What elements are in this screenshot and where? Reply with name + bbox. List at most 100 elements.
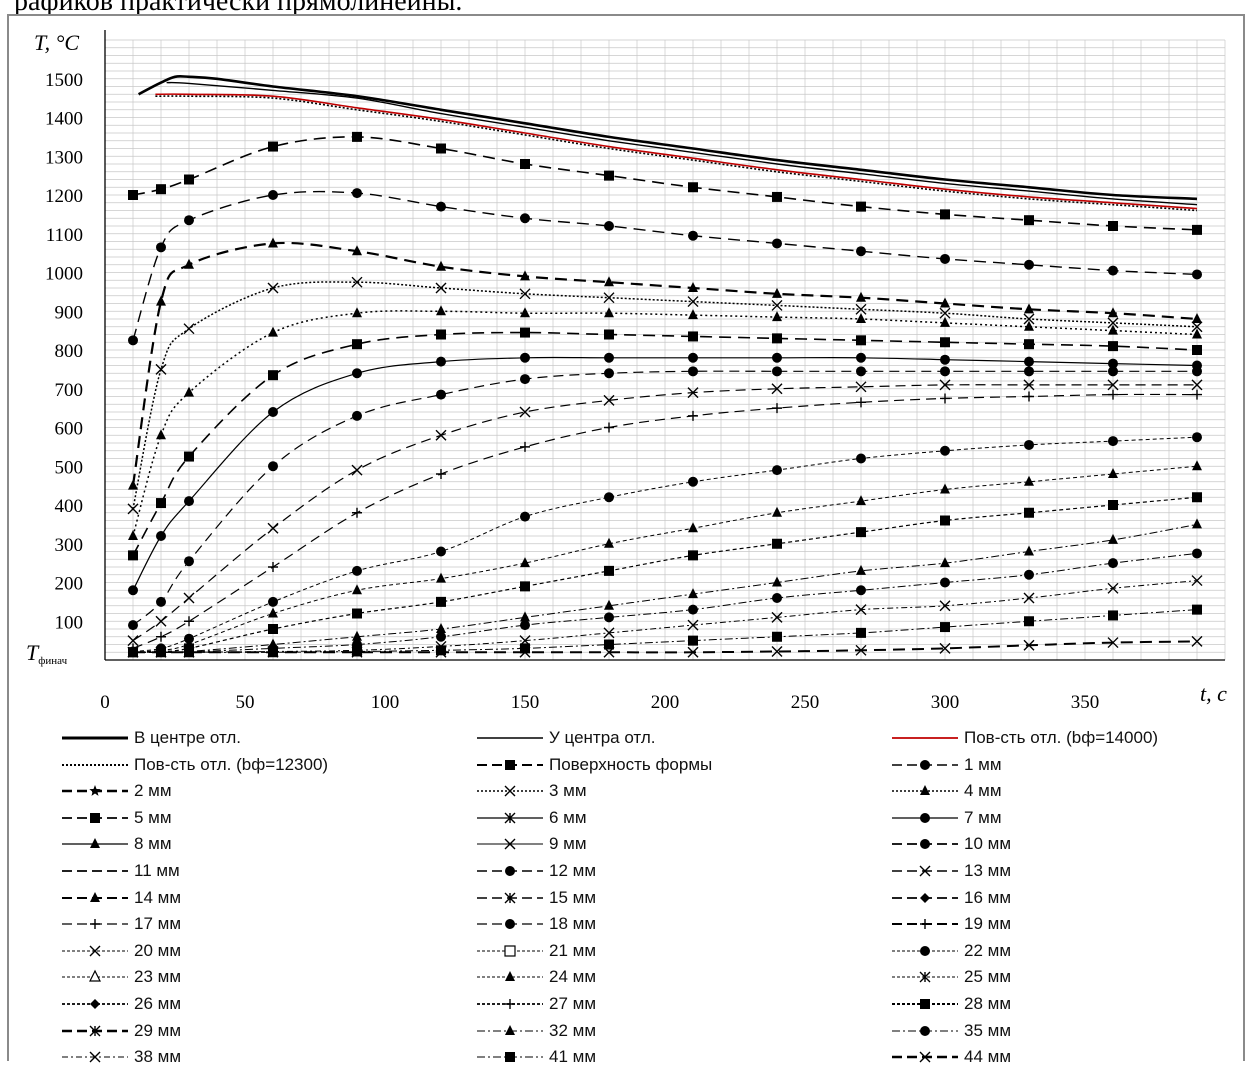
legend-label: 29 мм [134,1020,182,1040]
data-point [1108,307,1118,318]
y-tick-label: 1000 [45,264,83,285]
legend-marker [919,865,931,877]
legend-swatch [477,1024,543,1035]
legend-marker [920,892,930,903]
data-point [772,403,782,414]
data-point [1107,379,1119,391]
legend-swatch [477,892,543,904]
legend-swatch [477,999,543,1009]
data-point [156,242,166,253]
data-point [939,379,951,391]
data-point [940,557,950,568]
data-point [127,646,139,658]
data-point [1024,356,1034,367]
x-tick-label: 350 [1071,692,1100,713]
data-point [856,246,866,257]
legend-label: 35 мм [964,1020,1012,1040]
legend-label: 22 мм [964,940,1012,960]
data-point [128,479,138,490]
legend-marker [504,945,516,957]
legend-item: В центре отл. [60,725,241,751]
legend-marker [89,785,101,797]
data-point [519,406,531,418]
data-point [156,429,166,440]
legend-label: 14 мм [134,887,182,907]
data-point [856,397,866,408]
data-point [688,366,698,377]
data-point [268,607,278,618]
legend-swatch [477,838,543,850]
legend-swatch [477,812,543,824]
data-point [1024,616,1034,627]
data-point [520,270,530,281]
series-line [132,310,1198,537]
axis-labels: T, °C t, c Tфинач [26,30,1227,706]
legend-label: 17 мм [134,914,182,934]
data-point [688,588,698,599]
data-point [604,422,614,433]
legend-marker [504,838,516,850]
legend-swatch [892,1051,958,1063]
data-point [519,288,531,300]
series-line [132,436,1198,652]
data-point [856,495,866,506]
figure-frame [7,14,1245,1061]
data-point [688,309,698,320]
legend-item: 21 мм [475,938,596,964]
legend-swatch [477,759,543,770]
legend-label: 1 мм [964,754,1002,774]
legend-swatch [892,1025,958,1036]
data-point [520,374,530,385]
data-point [268,326,278,337]
data-point [772,593,782,603]
x-tick-label: 300 [931,692,960,713]
legend-marker [505,1052,515,1063]
data-point [1108,500,1118,510]
data-point [351,276,363,288]
data-point [1107,317,1119,329]
top-caption-text: рафиков практически прямолинейны. [14,0,463,17]
legend-item: 44 мм [890,1044,1011,1070]
legend-swatch [892,945,958,956]
legend-item: Поверхность формы [475,752,712,778]
legend-label: 19 мм [964,914,1012,934]
legend-swatch [62,1051,128,1063]
series-line [132,190,1198,341]
legend-label: 15 мм [549,887,597,907]
data-point [1192,492,1202,503]
data-point [940,393,950,404]
data-point [436,329,446,340]
data-point [184,451,194,462]
data-point [603,394,615,406]
data-point [604,221,614,231]
data-point [688,352,698,363]
data-point [436,305,446,316]
legend-label: 26 мм [134,994,182,1013]
data-point [1024,545,1034,556]
data-point [352,507,362,518]
series-line [137,74,1198,201]
legend-item: Пов-сть отл. (bф=12300) [60,752,328,778]
legend-item: 18 мм [475,911,596,937]
data-point [155,615,167,627]
data-point [856,291,866,302]
data-point [604,537,614,548]
series-line [133,640,1198,654]
legend-swatch [62,1025,128,1037]
data-point [268,596,278,607]
data-point [940,209,950,220]
data-point [520,327,530,338]
data-point [940,366,950,377]
data-point [940,445,950,456]
data-point [772,238,782,249]
data-point [520,581,530,592]
legend-item: 23 мм [60,964,181,990]
data-point [184,556,194,567]
data-point [772,191,782,202]
series-2 [155,93,1198,210]
data-point [1108,610,1118,621]
data-point [183,646,195,658]
data-point [184,258,194,269]
x-axis-label: t, c [1200,681,1227,706]
data-point [520,611,530,622]
